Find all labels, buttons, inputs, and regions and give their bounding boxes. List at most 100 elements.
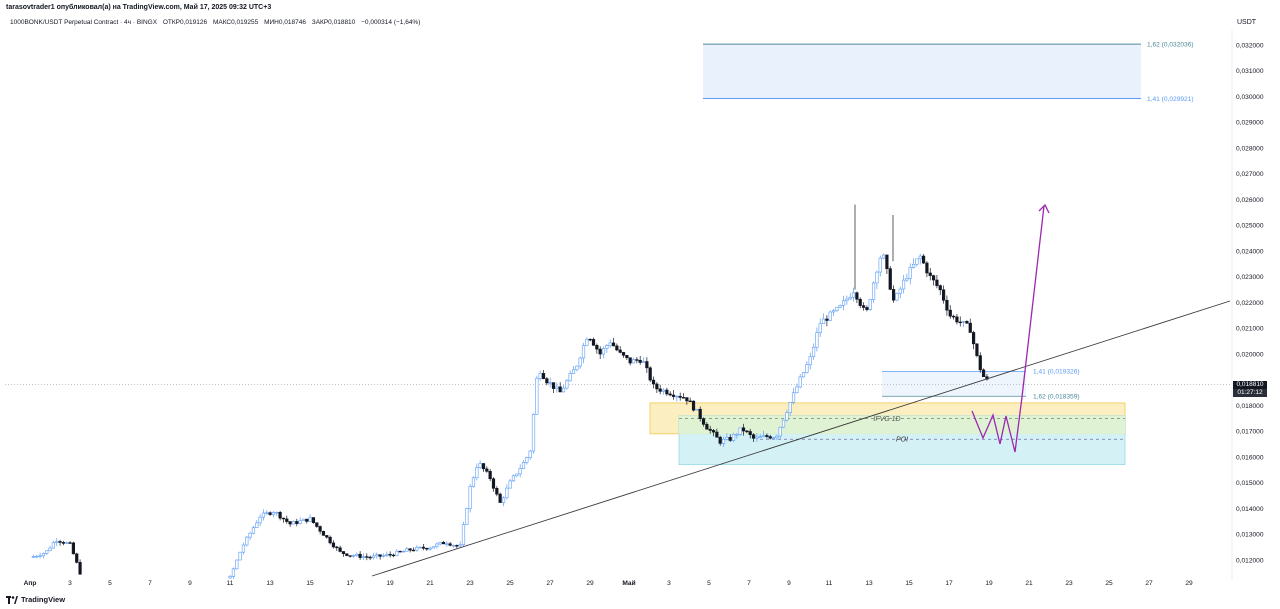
candle [791,387,796,405]
candle-body [305,518,309,522]
candle-body [831,310,836,313]
candle [571,365,576,374]
symbol-name: 1000BONK/USDT Perpetual Contract · 4ч · … [10,19,158,26]
candle-body [965,320,969,324]
time-tick-label: 25 [1105,580,1113,587]
candle-body [288,521,292,525]
candle-body [751,434,756,439]
candle [848,292,852,300]
candle-body [378,554,382,557]
candle-body [748,431,752,435]
candle [695,408,699,411]
candle [668,391,672,397]
candle [665,387,669,396]
tradingview-footer[interactable]: TradingView [6,595,65,604]
candle-body [975,343,979,356]
candle-body [61,542,66,544]
candle-body [58,541,62,543]
candle [501,496,506,507]
candle [241,542,246,555]
candle [891,285,896,303]
candle [651,376,656,389]
candle-body [881,254,886,259]
candle [845,295,849,305]
time-tick-label: 15 [306,580,314,587]
candle [898,286,902,299]
price-tick-label: 0,021000 [1236,326,1264,333]
price-tick-label: 0,015000 [1236,480,1264,487]
price-axis: 0,012000 0,013000 0,014000 0,015000 0,016000… [1231,30,1264,580]
candle-body [655,383,659,390]
candle-body [495,488,499,495]
candle [565,378,569,390]
candle [568,370,572,382]
candle-body [621,352,626,356]
candle [685,397,689,405]
candle [581,342,586,364]
candle-body [391,554,396,557]
candle [951,314,956,320]
candle-body [668,393,672,396]
candle-body [631,359,636,364]
candle-body [431,546,436,549]
candle [528,449,532,460]
candle-body [318,526,322,532]
candle-body [798,376,802,388]
price-tick-label: 0,017000 [1236,429,1264,436]
candle-body [758,436,762,438]
time-tick-label: 11 [227,580,234,587]
candle [475,463,479,481]
time-tick-label: 7 [747,580,751,587]
candle [688,397,692,403]
candle [621,351,626,358]
publisher-line: tarasovtrader1 опубликовал(а) на Trading… [6,4,272,11]
candle [481,462,486,472]
candle-body [561,387,566,393]
candle [918,253,922,265]
price-tick-label: 0,012000 [1236,557,1264,564]
candle [588,338,592,342]
candle [655,382,659,393]
candle [411,547,416,552]
candle [508,478,512,489]
candle [551,382,556,393]
candle [868,298,872,311]
candle-body [935,279,939,286]
time-tick-label: Апр [24,580,37,587]
candle [681,393,686,399]
candle-body [471,477,476,487]
candle [391,553,396,558]
candle [841,295,846,311]
candle [305,518,309,524]
candle-body [765,435,769,437]
candle-body [851,292,856,298]
candle [295,518,299,527]
candle [465,507,469,526]
candle [248,531,252,541]
candle-body [871,282,876,300]
candle [861,302,866,311]
candle [48,545,52,552]
candle [858,297,862,309]
candle [915,258,919,267]
candle [231,567,236,579]
candle [428,546,432,551]
candle-body [445,543,449,545]
candle [718,435,722,446]
candle-body [661,389,666,392]
candle-body [385,554,389,556]
time-tick-label: 3 [667,580,671,587]
candle [611,338,616,347]
candle [768,434,772,440]
candle-body [591,339,596,346]
candle-body [735,434,739,436]
candle [461,521,466,547]
candle-body [265,512,269,514]
candle [785,409,789,422]
candle-body [648,367,652,381]
candle-body [448,543,452,546]
candle [448,541,452,547]
candle [378,554,382,560]
candle [591,337,596,346]
